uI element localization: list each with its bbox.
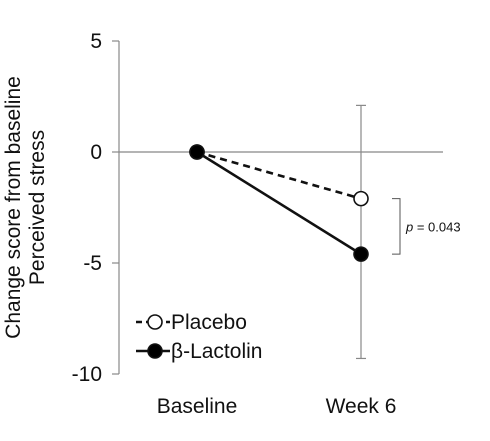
legend-label-0: Placebo: [171, 311, 247, 334]
series-line-1: [196, 150, 362, 256]
x-tick-label: Baseline: [157, 395, 238, 418]
significance-annotation: p = 0.043: [392, 198, 461, 255]
series-line-0: [196, 150, 362, 200]
legend: Placebo β-Lactolin: [136, 311, 262, 363]
data-point: [189, 144, 205, 160]
legend-marker-0: [147, 314, 163, 330]
y-axis-label-line: Perceived stress: [26, 130, 49, 285]
y-tick-label: 0: [90, 141, 102, 164]
y-tick-label: -10: [72, 363, 102, 386]
significance-bracket: [392, 198, 401, 255]
x-tick-label: Week 6: [326, 395, 397, 418]
error-bars: [356, 104, 366, 360]
p-value: = 0.043: [413, 219, 460, 234]
series-lines: [196, 150, 362, 256]
y-tick-label: 5: [90, 30, 102, 53]
series-markers: [189, 144, 369, 262]
legend-label-1: β-Lactolin: [171, 340, 262, 363]
y-axis-label: Change score from baseline Perceived stre…: [2, 76, 49, 339]
p-symbol: p: [405, 219, 413, 234]
legend-marker-1: [147, 343, 163, 359]
axes: 5 0 -5 -10 Baseline Week 6: [72, 30, 443, 418]
y-axis-label-line: Change score from baseline: [2, 76, 25, 339]
p-value-label: p = 0.043: [405, 219, 461, 234]
data-point: [353, 246, 369, 262]
y-tick-label: -5: [83, 252, 102, 275]
data-point: [353, 190, 369, 207]
